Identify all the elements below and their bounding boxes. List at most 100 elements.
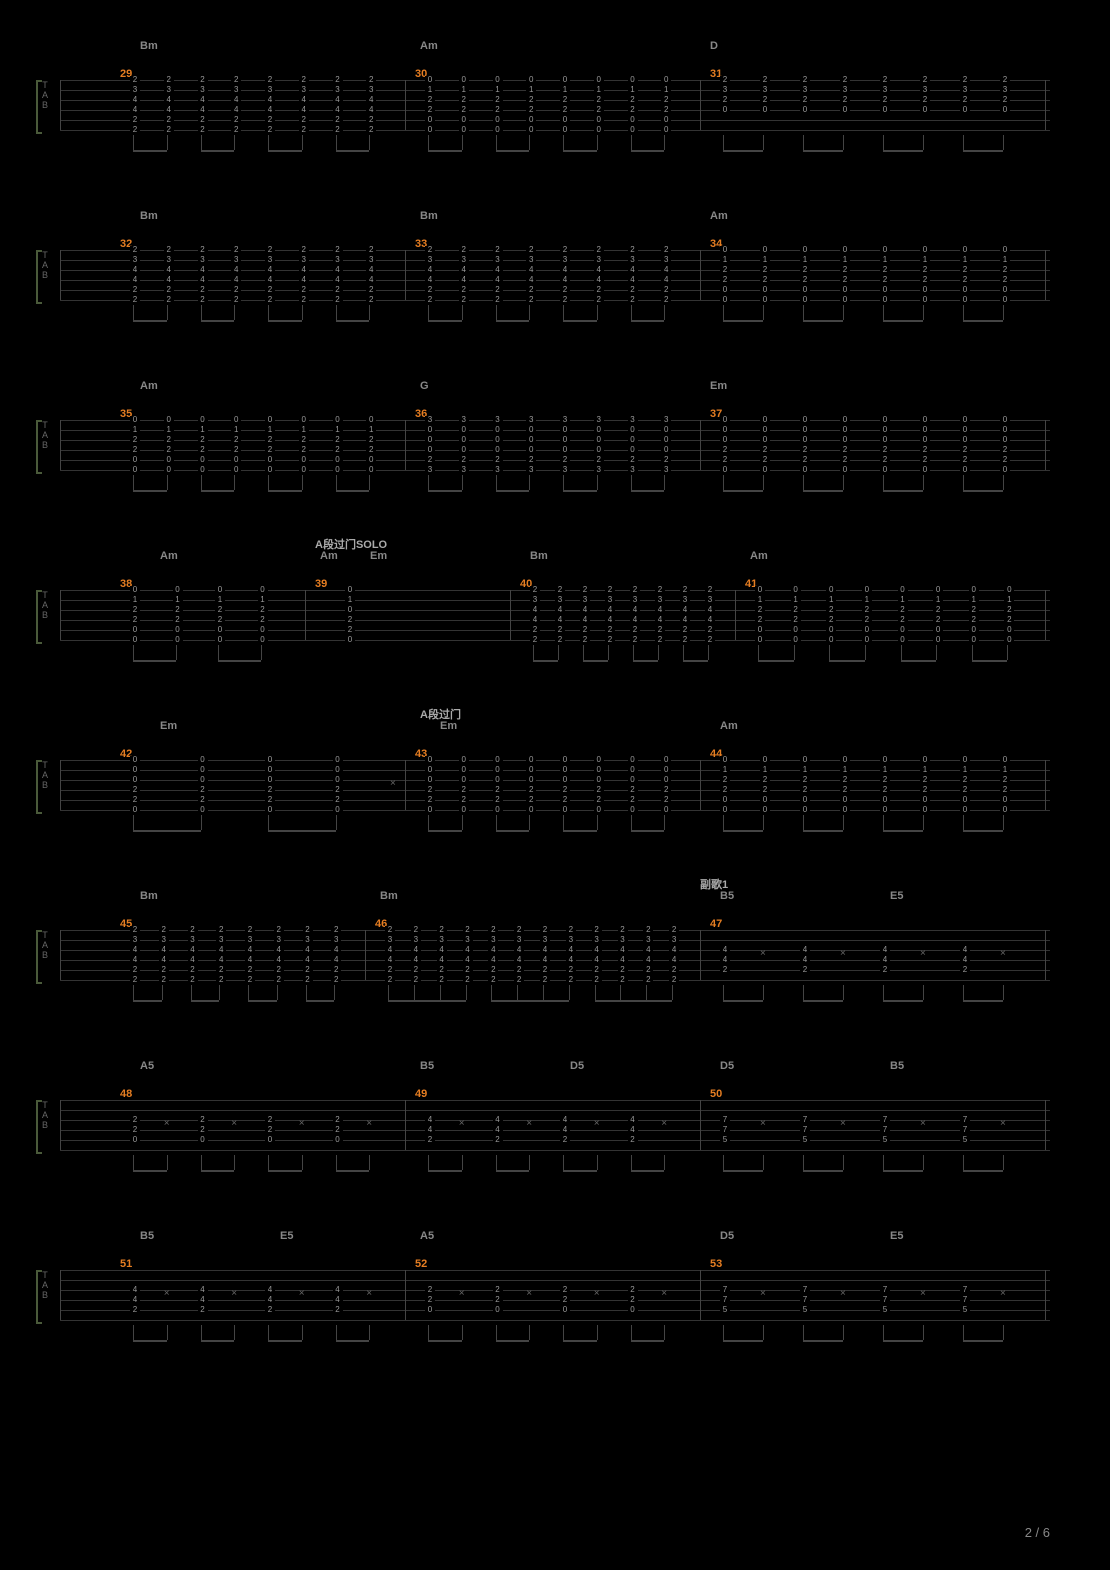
fret-number: 2 xyxy=(411,966,421,974)
beam xyxy=(803,1170,843,1172)
fret-number: 4 xyxy=(669,946,679,954)
fret-number: 3 xyxy=(526,466,536,474)
fret-number: 7 xyxy=(880,1126,890,1134)
fret-number: 2 xyxy=(411,976,421,984)
barline xyxy=(700,420,701,470)
fret-number: 2 xyxy=(493,286,503,294)
stem xyxy=(369,305,370,320)
stem xyxy=(631,1325,632,1340)
fret-number: 2 xyxy=(366,246,376,254)
beam xyxy=(723,320,763,322)
fret-number: 0 xyxy=(173,626,183,634)
fret-number: 4 xyxy=(333,1286,343,1294)
stem xyxy=(336,815,337,830)
stem xyxy=(883,135,884,150)
fret-number: 2 xyxy=(628,296,638,304)
beam xyxy=(133,490,167,492)
fret-number: 4 xyxy=(459,266,469,274)
fret-number: 2 xyxy=(215,616,225,624)
fret-number: 2 xyxy=(130,1306,140,1314)
stem xyxy=(631,305,632,320)
fret-number: 4 xyxy=(130,956,140,964)
fret-number: 0 xyxy=(164,466,174,474)
fret-number: 2 xyxy=(303,926,313,934)
string-line xyxy=(60,420,1050,421)
fret-number: 2 xyxy=(1000,456,1010,464)
fret-number: 2 xyxy=(231,246,241,254)
fret-number: 4 xyxy=(530,606,540,614)
fret-number: 0 xyxy=(594,76,604,84)
fret-number: 0 xyxy=(560,446,570,454)
fret-number: 5 xyxy=(880,1306,890,1314)
fret-number: 2 xyxy=(880,776,890,784)
fret-number: 2 xyxy=(231,76,241,84)
fret-number: 2 xyxy=(130,606,140,614)
chord-label: Am xyxy=(710,210,728,222)
fret-number: 0 xyxy=(526,766,536,774)
fret-number: 2 xyxy=(331,976,341,984)
fret-number: 2 xyxy=(800,786,810,794)
fret-number: 4 xyxy=(231,266,241,274)
fret-number: 4 xyxy=(463,956,473,964)
fret-number: 0 xyxy=(560,766,570,774)
fret-number: 4 xyxy=(720,946,730,954)
fret-number: 4 xyxy=(411,956,421,964)
fret-number: 3 xyxy=(130,256,140,264)
beam xyxy=(963,150,1003,152)
stem xyxy=(883,985,884,1000)
tab-clef: TAB xyxy=(42,420,48,450)
fret-number: 0 xyxy=(960,466,970,474)
fret-number: 2 xyxy=(265,76,275,84)
fret-number: 4 xyxy=(514,956,524,964)
fret-number: 2 xyxy=(669,976,679,984)
measure-number: 47 xyxy=(710,918,722,930)
fret-number: 4 xyxy=(299,96,309,104)
fret-number: 3 xyxy=(560,416,570,424)
fret-number: 3 xyxy=(333,86,343,94)
fret-number: 0 xyxy=(130,776,140,784)
fret-number: 2 xyxy=(173,616,183,624)
fret-number: 0 xyxy=(880,806,890,814)
fret-number: 7 xyxy=(800,1296,810,1304)
fret-number: 2 xyxy=(198,286,208,294)
fret-number: 2 xyxy=(960,266,970,274)
stem xyxy=(865,645,866,660)
fret-number: 0 xyxy=(560,776,570,784)
fret-number: 2 xyxy=(463,966,473,974)
fret-number: 1 xyxy=(760,256,770,264)
beam xyxy=(306,1000,335,1002)
fret-number: 3 xyxy=(130,86,140,94)
fret-number: 4 xyxy=(605,606,615,614)
fret-number: 0 xyxy=(862,586,872,594)
fret-number: 0 xyxy=(526,436,536,444)
fret-number: 0 xyxy=(791,586,801,594)
fret-number: 0 xyxy=(661,76,671,84)
string-line xyxy=(60,250,1050,251)
fret-number: 1 xyxy=(198,426,208,434)
fret-number: 2 xyxy=(198,446,208,454)
fret-number: 0 xyxy=(628,76,638,84)
fret-number: 4 xyxy=(425,1116,435,1124)
fret-number: 3 xyxy=(459,416,469,424)
fret-number: 2 xyxy=(333,1306,343,1314)
fret-number: 1 xyxy=(594,86,604,94)
fret-number: 0 xyxy=(800,796,810,804)
string-line xyxy=(60,450,1050,451)
fret-number: 2 xyxy=(880,96,890,104)
fret-number: 2 xyxy=(800,276,810,284)
fret-number: 2 xyxy=(188,976,198,984)
fret-number: 4 xyxy=(299,266,309,274)
fret-number: 2 xyxy=(265,126,275,134)
fret-number: 2 xyxy=(720,786,730,794)
fret-number: 2 xyxy=(459,106,469,114)
stem xyxy=(646,985,647,1000)
beam xyxy=(631,830,665,832)
fret-number: 0 xyxy=(231,466,241,474)
stem xyxy=(388,985,389,1000)
fret-number: 0 xyxy=(933,626,943,634)
chord-label: B5 xyxy=(890,1060,904,1072)
beam xyxy=(803,830,843,832)
fret-number: 0 xyxy=(755,626,765,634)
fret-number: 2 xyxy=(560,106,570,114)
fret-number: 2 xyxy=(130,286,140,294)
